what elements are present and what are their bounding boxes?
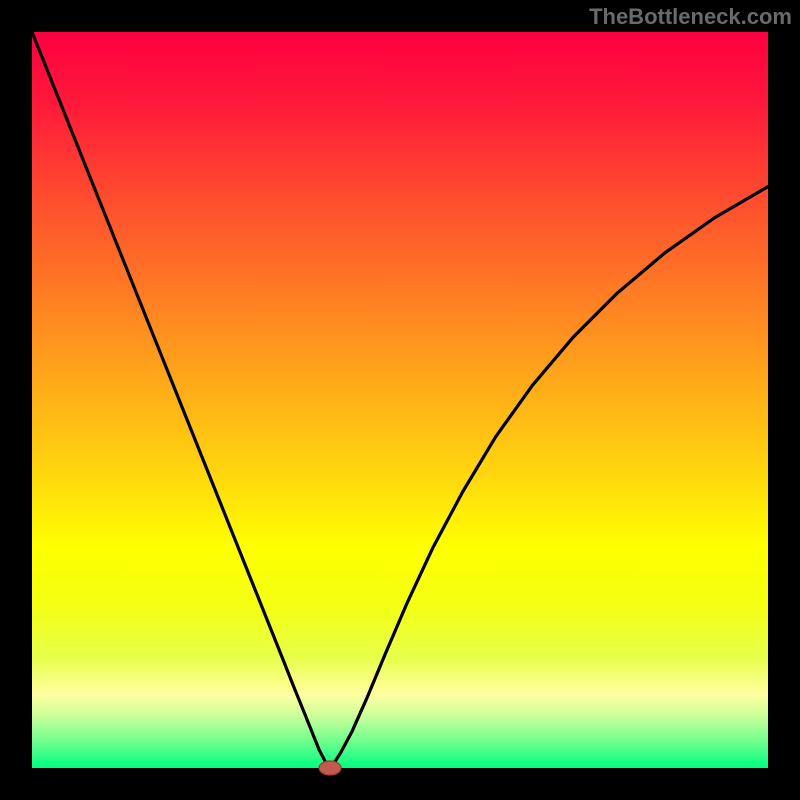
chart-svg xyxy=(0,0,800,800)
watermark-text: TheBottleneck.com xyxy=(589,4,792,30)
gradient-background xyxy=(32,32,768,768)
bottleneck-chart xyxy=(0,0,800,800)
optimal-point-marker xyxy=(319,761,341,775)
